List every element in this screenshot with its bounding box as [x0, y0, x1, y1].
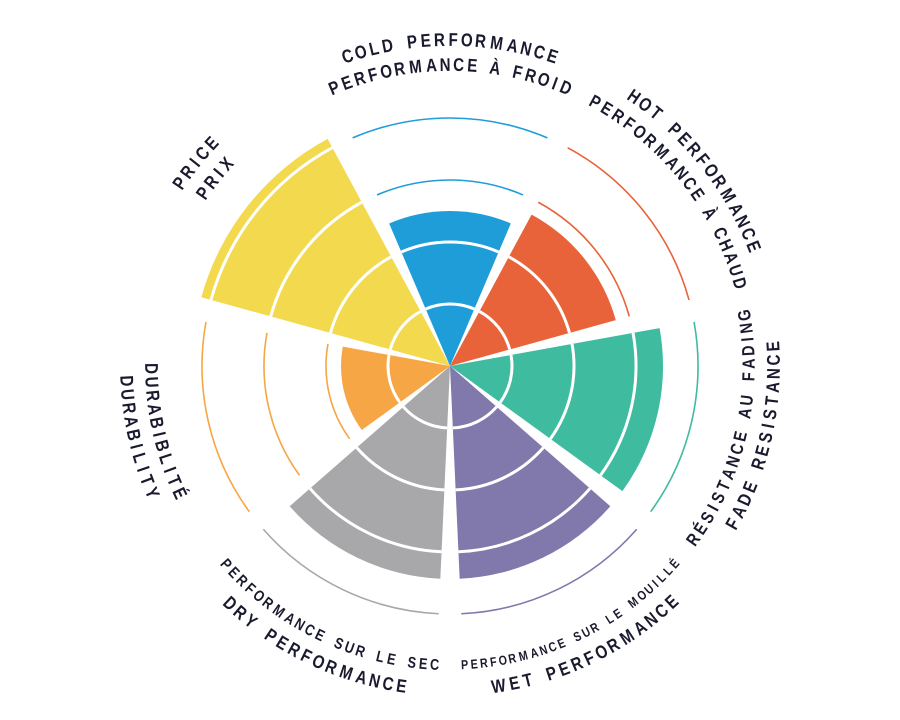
svg-text:A: A — [739, 358, 759, 369]
svg-text:L: L — [374, 648, 386, 667]
svg-text:E: E — [730, 429, 751, 443]
svg-text:P: P — [406, 31, 418, 53]
svg-text:D: D — [739, 345, 759, 357]
svg-text:C: C — [763, 354, 784, 365]
svg-text:E: E — [751, 443, 774, 458]
svg-text:O: O — [535, 68, 553, 91]
svg-text:D: D — [380, 35, 395, 57]
svg-text:R: R — [747, 455, 770, 472]
svg-text:L: L — [128, 450, 151, 465]
svg-text:I: I — [738, 336, 758, 342]
svg-text:N: N — [367, 670, 382, 693]
svg-text:I: I — [126, 442, 147, 451]
svg-text:E: E — [395, 675, 408, 697]
svg-text:A: A — [735, 406, 756, 420]
svg-text:W: W — [490, 675, 507, 698]
svg-text:P: P — [461, 657, 469, 673]
svg-text:I: I — [148, 430, 169, 439]
svg-text:C: C — [453, 54, 464, 75]
svg-text:L: L — [367, 38, 381, 60]
svg-text:T: T — [521, 669, 536, 692]
svg-text:L: L — [155, 451, 178, 466]
svg-text:A: A — [425, 55, 437, 76]
svg-text:I: I — [758, 422, 779, 430]
svg-text:M: M — [489, 32, 504, 54]
svg-text:F: F — [489, 654, 498, 670]
svg-text:E: E — [385, 651, 397, 670]
svg-text:M: M — [517, 647, 529, 664]
svg-text:D: D — [557, 76, 575, 99]
svg-text:T: T — [761, 394, 783, 406]
svg-text:E: E — [507, 672, 521, 694]
svg-text:F: F — [739, 372, 759, 382]
svg-text:E: E — [544, 45, 560, 68]
svg-text:A: A — [762, 381, 783, 393]
svg-text:O: O — [378, 60, 394, 83]
svg-text:B: B — [145, 415, 167, 430]
svg-text:E: E — [420, 30, 432, 51]
svg-text:R: R — [392, 58, 406, 80]
svg-text:G: G — [734, 308, 755, 322]
svg-text:N: N — [736, 322, 757, 335]
svg-text:C: C — [727, 441, 749, 457]
svg-text:F: F — [366, 64, 380, 86]
svg-text:N: N — [763, 368, 784, 379]
svg-text:I: I — [132, 464, 153, 475]
svg-text:A: A — [505, 35, 520, 57]
svg-text:M: M — [337, 661, 356, 685]
svg-text:E: E — [470, 656, 478, 672]
svg-text:D: D — [141, 363, 162, 374]
svg-text:S: S — [759, 408, 781, 421]
svg-text:N: N — [439, 54, 450, 75]
svg-text:C: C — [430, 656, 440, 674]
svg-text:F: F — [448, 29, 457, 50]
svg-text:A: A — [143, 402, 165, 416]
svg-text:M: M — [408, 56, 423, 78]
svg-text:R: R — [479, 655, 489, 671]
svg-text:É: É — [168, 484, 191, 502]
svg-text:S: S — [755, 430, 777, 444]
svg-text:U: U — [737, 394, 758, 407]
svg-text:C: C — [381, 673, 396, 695]
svg-text:B: B — [150, 438, 173, 454]
svg-text:U: U — [117, 388, 139, 401]
svg-text:R: R — [474, 30, 487, 52]
svg-text:E: E — [763, 341, 784, 352]
svg-text:A: A — [120, 414, 142, 428]
svg-text:À: À — [698, 203, 721, 223]
svg-text:D: D — [728, 275, 751, 291]
svg-text:F: F — [511, 61, 525, 83]
svg-text:E: E — [466, 55, 478, 76]
svg-text:R: R — [118, 401, 140, 415]
svg-text:Y: Y — [140, 484, 163, 501]
svg-text:U: U — [141, 376, 162, 388]
svg-text:O: O — [460, 30, 473, 51]
svg-text:R: R — [507, 650, 518, 667]
svg-text:E: E — [418, 655, 428, 673]
svg-text:S: S — [406, 654, 417, 672]
svg-text:O: O — [497, 652, 508, 669]
svg-text:R: R — [142, 389, 164, 402]
svg-text:D: D — [116, 375, 137, 387]
svg-text:À: À — [488, 57, 502, 79]
svg-text:B: B — [122, 427, 145, 442]
svg-text:R: R — [352, 67, 369, 90]
svg-text:O: O — [352, 41, 369, 64]
svg-text:R: R — [434, 29, 446, 50]
svg-text:N: N — [518, 37, 533, 60]
